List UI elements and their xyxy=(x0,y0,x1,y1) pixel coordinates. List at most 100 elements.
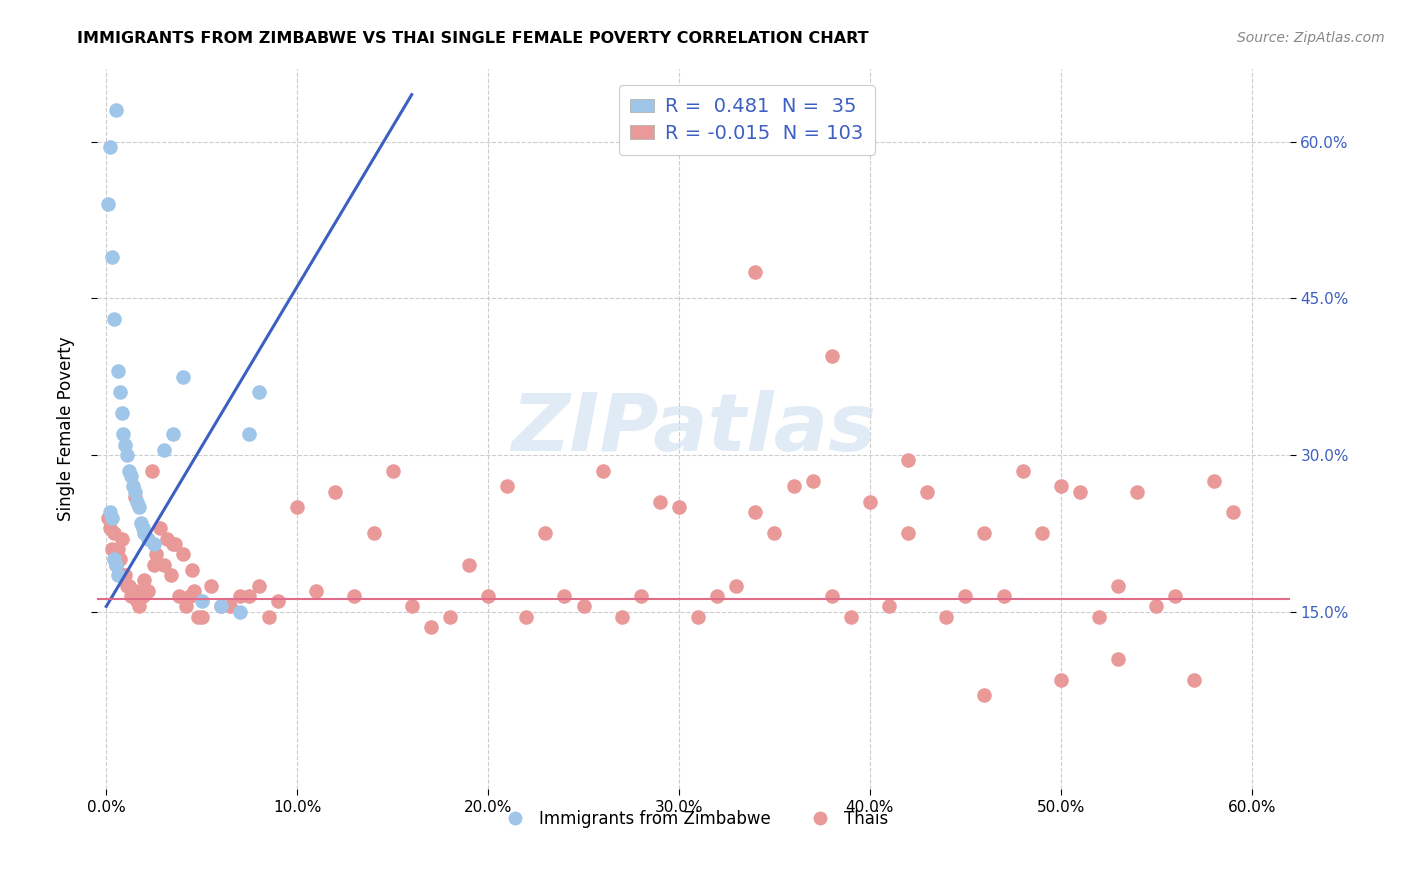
Point xyxy=(553,589,575,603)
Point xyxy=(103,526,125,541)
Point xyxy=(363,526,385,541)
Point xyxy=(439,610,461,624)
Point xyxy=(955,589,977,603)
Point xyxy=(122,589,145,603)
Point xyxy=(515,610,537,624)
Point xyxy=(104,558,127,572)
Point xyxy=(1164,589,1187,603)
Point xyxy=(285,500,308,515)
Point xyxy=(534,526,557,541)
Point xyxy=(101,510,124,524)
Point xyxy=(118,578,141,592)
Point xyxy=(98,505,121,519)
Point xyxy=(104,103,127,118)
Point xyxy=(124,583,146,598)
Point xyxy=(143,537,166,551)
Point xyxy=(257,610,280,624)
Point xyxy=(744,505,766,519)
Text: ZIPatlas: ZIPatlas xyxy=(510,390,876,468)
Point xyxy=(686,610,709,624)
Point xyxy=(117,448,139,462)
Point xyxy=(118,464,141,478)
Point xyxy=(136,583,159,598)
Point xyxy=(1126,484,1149,499)
Point xyxy=(993,589,1015,603)
Point xyxy=(229,589,252,603)
Point xyxy=(134,526,156,541)
Point xyxy=(897,526,920,541)
Point xyxy=(114,568,136,582)
Point xyxy=(401,599,423,614)
Point xyxy=(97,197,120,211)
Point xyxy=(101,541,124,556)
Point xyxy=(125,495,148,509)
Point xyxy=(190,610,212,624)
Point xyxy=(162,427,184,442)
Point xyxy=(630,589,652,603)
Point xyxy=(176,599,198,614)
Point xyxy=(973,688,995,702)
Point xyxy=(381,464,404,478)
Point xyxy=(821,349,844,363)
Point xyxy=(801,474,824,488)
Point xyxy=(200,578,222,592)
Point xyxy=(134,574,156,588)
Point xyxy=(897,453,920,467)
Point xyxy=(104,558,127,572)
Point xyxy=(107,568,129,582)
Point xyxy=(1031,526,1053,541)
Point xyxy=(112,568,135,582)
Point xyxy=(477,589,499,603)
Point xyxy=(162,537,184,551)
Point xyxy=(163,537,186,551)
Point xyxy=(149,521,172,535)
Point xyxy=(1144,599,1167,614)
Text: Source: ZipAtlas.com: Source: ZipAtlas.com xyxy=(1237,31,1385,45)
Point xyxy=(131,589,153,603)
Point xyxy=(156,532,179,546)
Point xyxy=(107,364,129,378)
Point xyxy=(172,547,194,561)
Point xyxy=(187,610,209,624)
Point xyxy=(141,464,163,478)
Point xyxy=(247,385,270,400)
Point xyxy=(152,558,174,572)
Point xyxy=(103,552,125,566)
Point xyxy=(209,599,232,614)
Point xyxy=(1088,610,1111,624)
Point xyxy=(496,479,519,493)
Point xyxy=(183,583,205,598)
Legend: Immigrants from Zimbabwe, Thais: Immigrants from Zimbabwe, Thais xyxy=(492,804,894,835)
Point xyxy=(229,605,252,619)
Point xyxy=(117,578,139,592)
Point xyxy=(172,369,194,384)
Point xyxy=(98,521,121,535)
Point xyxy=(821,589,844,603)
Point xyxy=(101,250,124,264)
Point xyxy=(112,427,135,442)
Point xyxy=(108,385,131,400)
Point xyxy=(103,312,125,326)
Point xyxy=(572,599,595,614)
Point xyxy=(107,541,129,556)
Point xyxy=(108,552,131,566)
Point xyxy=(725,578,748,592)
Point xyxy=(458,558,481,572)
Point xyxy=(305,583,328,598)
Point xyxy=(839,610,862,624)
Point xyxy=(238,589,260,603)
Point xyxy=(1202,474,1225,488)
Point xyxy=(1222,505,1244,519)
Point xyxy=(973,526,995,541)
Point xyxy=(343,589,366,603)
Point xyxy=(114,437,136,451)
Point xyxy=(419,620,441,634)
Point xyxy=(152,442,174,457)
Y-axis label: Single Female Poverty: Single Female Poverty xyxy=(58,336,75,521)
Point xyxy=(1107,651,1129,665)
Point xyxy=(97,510,120,524)
Point xyxy=(219,599,242,614)
Point xyxy=(124,484,146,499)
Point xyxy=(120,589,142,603)
Point xyxy=(1049,673,1071,687)
